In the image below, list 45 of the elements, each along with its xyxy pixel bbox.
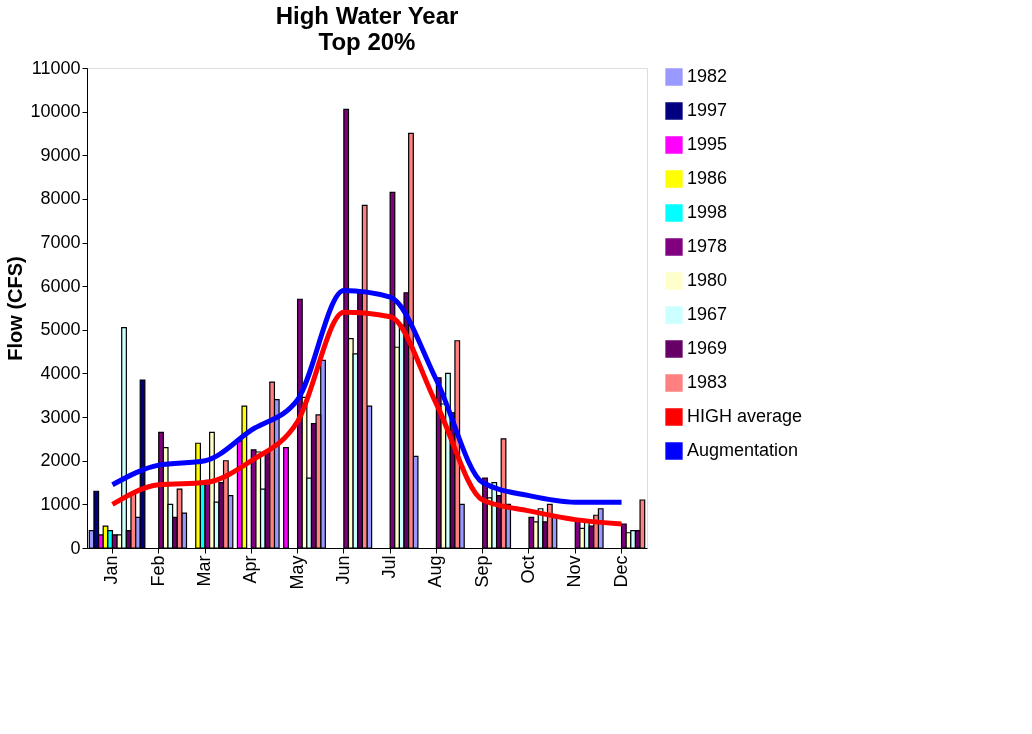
chart-title: High Water Year Top 20% bbox=[275, 2, 459, 55]
y-axis-title: Flow (CFS) bbox=[4, 256, 27, 361]
bar bbox=[107, 529, 114, 549]
bar bbox=[361, 204, 368, 549]
legend-label: 1978 bbox=[687, 236, 728, 256]
x-tick-label: Oct bbox=[517, 555, 538, 584]
x-tick-label: Aug bbox=[425, 555, 446, 588]
x-tick-label: Jun bbox=[332, 555, 353, 585]
bar bbox=[176, 488, 183, 549]
x-tick-label: Nov bbox=[564, 555, 585, 588]
x-tick-label: Dec bbox=[610, 555, 631, 588]
y-tick-label: 9000 bbox=[40, 144, 81, 165]
y-tick-label: 2000 bbox=[40, 450, 81, 471]
y-tick-label: 8000 bbox=[40, 188, 81, 209]
y-tick-label: 6000 bbox=[40, 275, 81, 296]
legend-label: 1980 bbox=[687, 270, 728, 290]
bar bbox=[222, 460, 229, 549]
y-tick-label: 3000 bbox=[40, 406, 81, 427]
x-tick-label: Jan bbox=[101, 555, 122, 585]
y-tick-label: 5000 bbox=[40, 319, 81, 340]
legend-label: Augmentation bbox=[687, 440, 799, 460]
legend-label: 1982 bbox=[687, 66, 728, 86]
y-tick-label: 0 bbox=[70, 537, 81, 558]
x-tick-label: Sep bbox=[471, 555, 492, 588]
legend-label: 1983 bbox=[687, 372, 728, 392]
legend-label: 1986 bbox=[687, 168, 728, 188]
legend-label: 1997 bbox=[687, 100, 728, 120]
y-tick-label: 1000 bbox=[40, 493, 81, 514]
y-tick-label: 11000 bbox=[31, 57, 81, 78]
legend-label: 1998 bbox=[687, 202, 728, 222]
x-tick-label: Apr bbox=[240, 555, 261, 584]
x-tick-label: Feb bbox=[147, 555, 168, 587]
y-tick-label: 7000 bbox=[40, 232, 81, 253]
x-tick-label: Mar bbox=[194, 555, 215, 587]
legend-label: 1967 bbox=[687, 304, 728, 324]
y-tick-label: 4000 bbox=[40, 362, 81, 383]
legend-label: 1995 bbox=[687, 134, 728, 154]
bar bbox=[269, 381, 276, 549]
legend-label: HIGH average bbox=[687, 406, 803, 426]
y-tick-label: 10000 bbox=[30, 101, 81, 122]
legend-label: 1969 bbox=[687, 338, 728, 358]
bar bbox=[130, 492, 137, 549]
x-tick-label: May bbox=[286, 555, 307, 590]
x-tick-label: Jul bbox=[379, 555, 400, 579]
bar bbox=[93, 490, 100, 549]
